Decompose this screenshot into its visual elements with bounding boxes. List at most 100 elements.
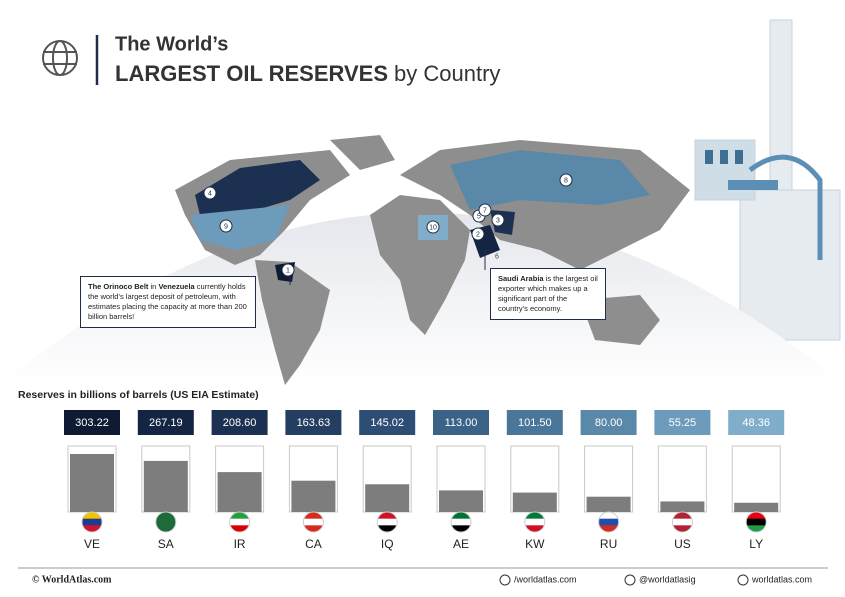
flag-stripe bbox=[598, 512, 619, 520]
footer-facebook: /worldatlas.com bbox=[514, 574, 577, 584]
value-box bbox=[433, 410, 489, 435]
facebook-icon bbox=[499, 574, 511, 586]
footer-brand: © WorldAtlas.com bbox=[32, 574, 112, 585]
flag-stripe bbox=[229, 518, 250, 526]
flag-stripe bbox=[155, 512, 176, 520]
bar bbox=[734, 502, 779, 512]
value-label: 303.22 bbox=[75, 417, 109, 429]
footer-instagram: @worldatlasig bbox=[639, 574, 696, 584]
flag-stripe bbox=[377, 518, 398, 526]
flag bbox=[672, 512, 693, 532]
value-box bbox=[211, 410, 268, 435]
flag-stripe bbox=[598, 518, 619, 526]
map-marker-label: 10 bbox=[429, 224, 437, 231]
web-icon bbox=[737, 574, 749, 586]
flag-stripe bbox=[672, 518, 693, 526]
map-marker-label: 2 bbox=[476, 231, 480, 238]
flag bbox=[229, 512, 250, 532]
flag-outline bbox=[671, 511, 693, 533]
flag-stripe bbox=[303, 518, 324, 526]
flag bbox=[155, 512, 176, 532]
bar bbox=[217, 472, 262, 512]
map-marker bbox=[203, 186, 217, 200]
map-marker-label: 4 bbox=[208, 190, 212, 197]
flag bbox=[524, 512, 545, 532]
x-tick-label: VE bbox=[84, 537, 100, 551]
value-label: 55.25 bbox=[669, 417, 697, 429]
country-us bbox=[190, 205, 290, 250]
map-marker-label: 8 bbox=[564, 177, 568, 184]
annotation-text: is the largest oil exporter which makes … bbox=[498, 274, 598, 313]
bar bbox=[291, 480, 336, 512]
x-tick-label: AE bbox=[453, 537, 469, 551]
flag-outline bbox=[598, 511, 620, 533]
bar bbox=[143, 460, 188, 512]
x-tick-label: US bbox=[674, 537, 691, 551]
map-marker bbox=[219, 219, 233, 233]
annotation: The Orinoco Belt in Venezuela currently … bbox=[80, 276, 256, 328]
flag bbox=[598, 512, 619, 532]
flag-stripe bbox=[229, 512, 250, 520]
map-marker-label: 3 bbox=[496, 217, 500, 224]
factory bbox=[694, 19, 841, 341]
flag-stripe bbox=[672, 525, 693, 532]
flag-stripe bbox=[229, 525, 250, 532]
value-box bbox=[580, 410, 637, 435]
flag-outline bbox=[745, 511, 767, 533]
x-tick-label: IQ bbox=[381, 537, 394, 551]
flag-outline bbox=[155, 511, 177, 533]
map-marker bbox=[281, 263, 295, 277]
flag bbox=[303, 512, 324, 532]
title-rest: by Country bbox=[394, 61, 500, 86]
value-label: 101.50 bbox=[518, 417, 552, 429]
x-tick-label: IR bbox=[234, 537, 246, 551]
x-tick-label: CA bbox=[305, 537, 322, 551]
footer-web: worldatlas.com bbox=[751, 574, 812, 584]
flag-stripe bbox=[524, 512, 545, 520]
map-marker bbox=[559, 173, 573, 187]
flag-stripe bbox=[746, 512, 767, 520]
map-marker-label: 5 bbox=[477, 213, 481, 220]
flag-stripe bbox=[303, 512, 324, 520]
bar bbox=[512, 492, 557, 512]
map-marker bbox=[471, 227, 485, 241]
flag-stripe bbox=[155, 525, 176, 532]
map-marker bbox=[491, 213, 505, 227]
annotation-text: The Orinoco Belt bbox=[88, 282, 149, 291]
value-label: 80.00 bbox=[595, 417, 623, 429]
flag-stripe bbox=[377, 525, 398, 532]
flag-outline bbox=[302, 511, 324, 533]
flag-stripe bbox=[82, 525, 102, 532]
flag-outline bbox=[450, 511, 472, 533]
value-box bbox=[137, 410, 194, 435]
map-marker-label: 9 bbox=[224, 223, 228, 230]
flag-stripe bbox=[377, 512, 398, 520]
flag bbox=[746, 512, 767, 532]
bar bbox=[365, 484, 410, 512]
annotation-text: Saudi Arabia bbox=[498, 274, 544, 283]
value-box bbox=[285, 410, 342, 435]
globe-icon bbox=[52, 40, 68, 76]
flag bbox=[451, 512, 471, 532]
flag-stripe bbox=[82, 512, 102, 520]
title: LARGEST OIL RESERVES by Country bbox=[115, 61, 500, 86]
map-marker-label: 7 bbox=[483, 207, 487, 214]
flag-stripe bbox=[155, 518, 176, 526]
country-ru bbox=[450, 150, 650, 210]
flag-outline bbox=[229, 511, 251, 533]
flag-stripe bbox=[746, 518, 767, 526]
flag-stripe bbox=[524, 518, 545, 526]
annotation-text: currently holds the world’s largest depo… bbox=[88, 282, 247, 321]
value-label: 113.00 bbox=[445, 417, 478, 429]
value-box bbox=[654, 410, 711, 435]
flag bbox=[82, 512, 102, 532]
value-label: 163.63 bbox=[297, 417, 331, 429]
value-box bbox=[359, 410, 416, 435]
flag-stripe bbox=[82, 518, 102, 526]
flag-stripe bbox=[598, 525, 619, 532]
x-tick-label: KW bbox=[525, 537, 545, 551]
flag-stripe bbox=[451, 525, 471, 532]
tank bbox=[657, 445, 707, 513]
value-label: 267.19 bbox=[149, 417, 183, 429]
